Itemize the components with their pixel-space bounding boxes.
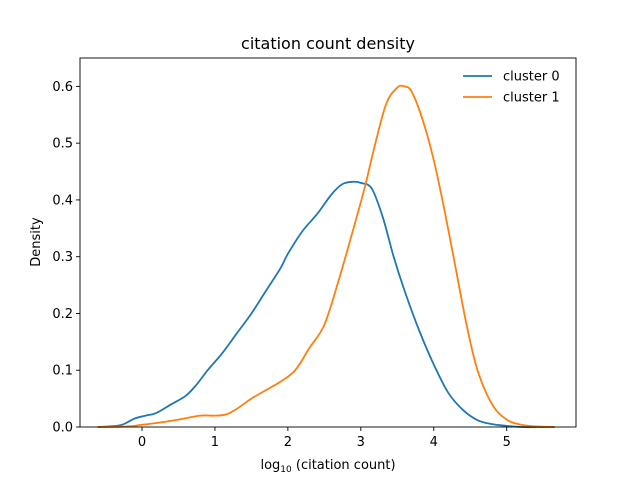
plot-frame <box>79 57 577 428</box>
y-tick-label: 0.3 <box>52 250 73 265</box>
series-layer <box>97 84 556 428</box>
y-tick-label: 0.5 <box>52 137 73 152</box>
x-tick-label: 3 <box>357 435 365 450</box>
x-axis-label-subscript: 10 <box>280 465 292 475</box>
y-axis-label: Density <box>29 217 44 267</box>
x-tick-label: 5 <box>503 435 511 450</box>
legend-label-cluster-1: cluster 1 <box>503 91 560 106</box>
y-tick-label: 0.6 <box>52 80 73 95</box>
y-tick-label: 0.2 <box>52 307 73 322</box>
legend: cluster 0 cluster 1 <box>463 70 560 106</box>
x-tick-label: 4 <box>430 435 438 450</box>
x-tick-label: 1 <box>211 435 219 450</box>
x-axis-ticks: 0 1 2 3 4 5 <box>138 427 511 450</box>
series-line-cluster-0 <box>97 180 556 428</box>
y-axis-ticks: 0.0 0.1 0.2 0.3 0.4 0.5 0.6 <box>52 80 80 436</box>
x-axis-label-suffix: (citation count) <box>292 458 396 473</box>
x-axis-label-prefix: log <box>260 458 280 473</box>
y-tick-label: 0.4 <box>52 193 73 208</box>
x-axis-label: log10 (citation count) <box>260 458 395 475</box>
legend-label-cluster-0: cluster 0 <box>503 70 560 85</box>
chart-title: citation count density <box>241 34 415 53</box>
y-tick-label: 0.0 <box>52 421 73 436</box>
y-tick-label: 0.1 <box>52 364 73 379</box>
series-line-cluster-1 <box>97 84 556 428</box>
x-tick-label: 2 <box>284 435 292 450</box>
x-tick-label: 0 <box>138 435 146 450</box>
